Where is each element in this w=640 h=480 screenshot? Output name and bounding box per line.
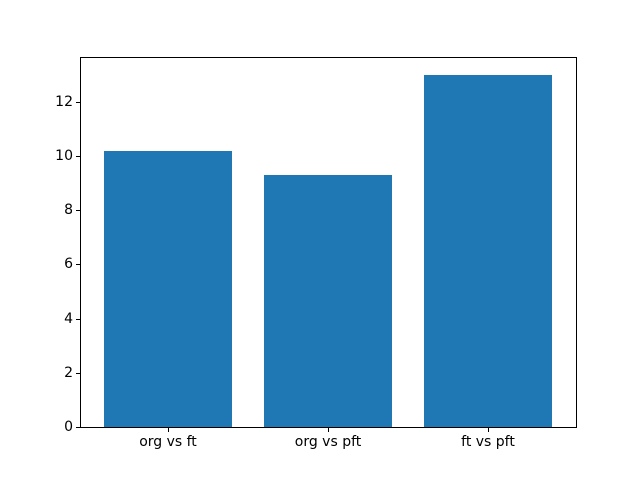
y-tick-label: 4 xyxy=(64,310,73,327)
bar-org-vs-pft xyxy=(264,174,392,427)
y-tick-label: 10 xyxy=(55,147,73,164)
y-tick-label: 0 xyxy=(64,419,73,435)
y-tick-mark xyxy=(76,264,80,266)
bar-org-vs-ft xyxy=(104,150,232,427)
x-tick-mark xyxy=(328,428,329,432)
y-tick-mark xyxy=(76,210,80,212)
x-tick-mark xyxy=(168,428,169,432)
x-tick-label: org vs ft xyxy=(139,434,197,450)
x-tick-label: org vs pft xyxy=(294,434,362,450)
y-tick-label: 8 xyxy=(64,202,73,219)
bar-ft-vs-pft xyxy=(424,74,552,427)
y-tick-mark xyxy=(76,427,80,428)
y-tick-mark xyxy=(76,372,80,374)
y-tick-mark xyxy=(76,101,80,103)
x-tick-label: ft vs pft xyxy=(461,434,515,450)
y-tick-label: 12 xyxy=(55,93,73,110)
y-tick-label: 2 xyxy=(64,364,73,381)
y-tick-mark xyxy=(76,155,80,157)
x-tick-mark xyxy=(488,428,489,432)
y-tick-mark xyxy=(76,318,80,320)
y-tick-label: 6 xyxy=(64,256,73,273)
